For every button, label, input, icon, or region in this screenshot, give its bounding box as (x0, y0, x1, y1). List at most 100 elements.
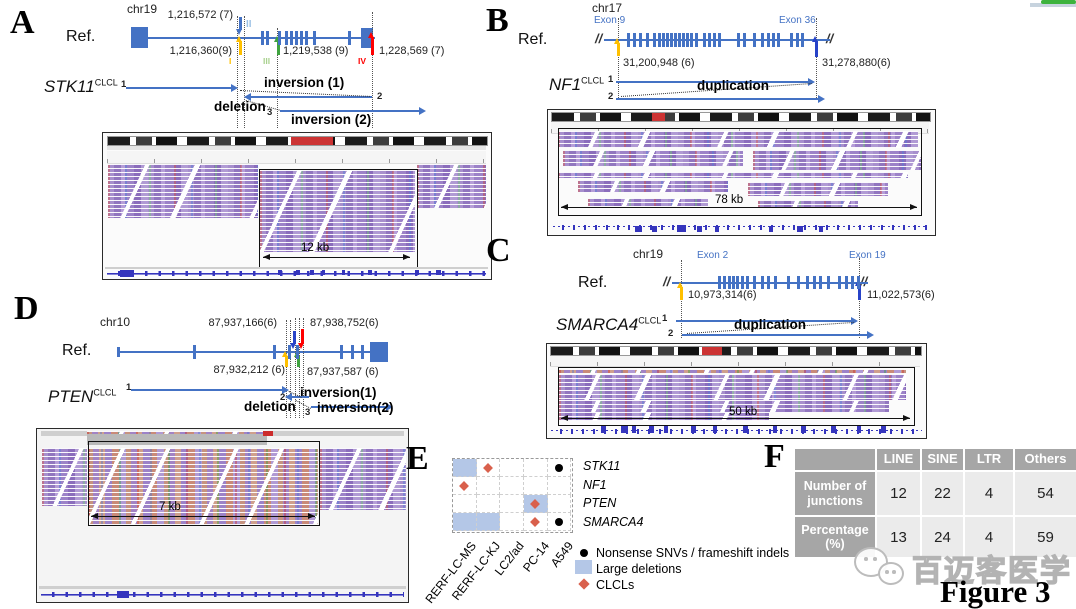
clcl-segment-arrow (131, 385, 289, 396)
exon-label-left: Exon 2 (697, 250, 729, 261)
region-highlight-box (558, 128, 922, 216)
exon-tick (796, 33, 799, 47)
matrix-cell (547, 495, 572, 514)
exon-tick (737, 33, 740, 47)
table-header-sine: SINE (922, 449, 963, 470)
wechat-icon-small-bubble (878, 562, 904, 585)
event-label-deletion: deletion (244, 399, 296, 414)
event-label-deletion: deletion (214, 99, 266, 114)
gene-track-exon (652, 226, 657, 232)
junction-marker-iii: III (263, 56, 271, 66)
junction-arrow-down-icon (290, 331, 296, 349)
junction-marker-i: I (229, 56, 232, 66)
exon-tick (305, 31, 308, 45)
exon-tick (761, 33, 764, 47)
breakpoint-coordinate: 1,216,572 (7) (167, 9, 233, 21)
region-highlight-box (88, 441, 320, 526)
chromosome-ideogram (550, 346, 922, 356)
gene-track-exon (368, 270, 372, 275)
screenshot-artifact (1030, 3, 1076, 7)
read-alignments (260, 170, 415, 252)
gene-track-exon (881, 426, 886, 433)
matrix-cell (453, 477, 477, 496)
scale-arrow (91, 512, 315, 519)
matrix-cell (476, 513, 501, 532)
breakpoint-dashed-line (295, 318, 296, 418)
exon-tick (666, 33, 669, 47)
matrix-cell (547, 477, 572, 496)
clcl-segment-arrow (616, 94, 825, 105)
clcl-segment-arrow (126, 83, 238, 94)
screenshot-artifact (1041, 0, 1076, 4)
gene-superscript: CLCL (581, 75, 605, 86)
exon-tick (273, 345, 276, 359)
legend-label-nonsense: Nonsense SNVs / frameshift indels (596, 546, 790, 560)
segment-number: 1 (121, 79, 127, 90)
junction-arrow-down-icon (236, 17, 242, 35)
read-alignments (758, 200, 858, 208)
matrix-cell (524, 513, 548, 532)
exon-tick (838, 276, 841, 289)
exon-tick (806, 276, 809, 289)
exon-tick (296, 345, 299, 359)
scale-label: 12 kb (301, 242, 330, 254)
segment-number: 2 (280, 392, 286, 403)
exon-tick (193, 345, 196, 359)
exon-tick (295, 31, 298, 45)
panel-a-chromosome: chr19 (127, 2, 158, 16)
gene-track-exon (342, 270, 345, 275)
breakpoint-coordinate: 11,022,573(6) (867, 289, 935, 301)
matrix-cell (500, 459, 525, 478)
gene-track-exon (819, 226, 823, 232)
gene-annotation-track (551, 428, 922, 434)
breakpoint-dashed-line (303, 318, 304, 418)
gene-body-line (604, 39, 830, 41)
nonsense-dot-icon (580, 549, 588, 557)
table-cell: 22 (922, 472, 963, 515)
read-alignments (417, 164, 486, 208)
gene-track-exon (632, 426, 636, 433)
read-alignments (558, 131, 918, 148)
gene-track-exon (713, 426, 717, 433)
exon-tick (753, 276, 756, 289)
exon-tick (767, 276, 770, 289)
exon-tick (653, 33, 656, 47)
watermark-text: 百迈客医学 (911, 554, 1072, 588)
exon-tick (723, 276, 726, 289)
gene-symbol: NF1 (549, 75, 582, 94)
event-label-inversion1: inversion (1) (264, 75, 345, 90)
matrix-cell (453, 513, 477, 532)
clcl-diamond-icon (530, 516, 541, 527)
matrix-cell (547, 459, 572, 478)
segment-number: 1 (126, 382, 132, 393)
read-alignments (753, 150, 921, 170)
breakpoint-coordinate: 31,200,948 (6) (623, 57, 695, 69)
exon-tick (313, 31, 316, 45)
exon-tick (743, 33, 746, 47)
clcl-segment-arrow (280, 106, 426, 117)
breakpoint-dashed-line (299, 318, 300, 418)
igv-screenshot-panel-a: 12 kb (102, 132, 492, 280)
read-alignments (320, 448, 406, 510)
coverage-red-mark (263, 431, 273, 436)
gene-track-exon (436, 270, 441, 275)
gene-track-exon (691, 426, 696, 433)
gene-superscript: CLCL (638, 315, 662, 326)
table-cell: 4 (965, 472, 1013, 515)
exon-tick (741, 276, 744, 289)
junction-marker-ii: II (246, 19, 252, 30)
wechat-icon (854, 547, 888, 577)
exon-label-right: Exon 36 (779, 15, 816, 26)
centromere-band (652, 113, 665, 121)
exon-tick (639, 33, 642, 47)
matrix-cell (476, 477, 501, 496)
breakpoint-coordinate: 1,216,360(9) (169, 45, 232, 57)
nonsense-dot-icon (555, 463, 564, 472)
table-cell: 13 (877, 517, 920, 557)
read-alignments (559, 412, 769, 421)
wechat-icon-eye (885, 570, 889, 574)
matrix-cell (547, 513, 572, 532)
exon-tick (857, 276, 860, 289)
exon-tick (288, 345, 291, 359)
segment-number: 3 (267, 107, 273, 118)
